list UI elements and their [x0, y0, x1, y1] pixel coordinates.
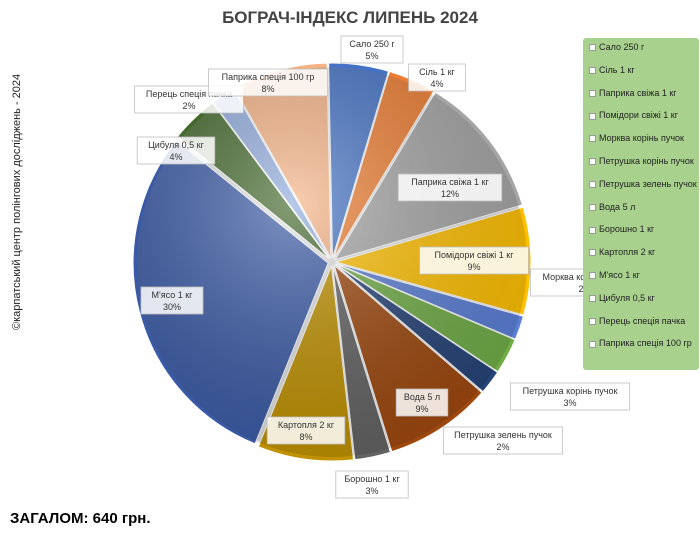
- legend-item: М'ясо 1 кг: [589, 270, 640, 281]
- slice-label: Помідори свіжі 1 кг 9%: [419, 246, 529, 275]
- slice-label: М'ясо 1 кг 30%: [140, 286, 204, 315]
- legend-marker: [589, 272, 596, 280]
- slice-label-name: Борошно 1 кг: [344, 474, 400, 484]
- legend-item: Помідори свіжі 1 кг: [589, 110, 678, 121]
- legend-marker: [589, 249, 596, 257]
- legend-marker: [589, 340, 596, 348]
- slice-label-value: 8%: [299, 432, 312, 442]
- slice-label-box: [408, 63, 466, 92]
- slice-label-value: 5%: [365, 51, 378, 61]
- slice-label-value: 2%: [496, 442, 509, 452]
- slice-label-box: [266, 416, 346, 445]
- chart-legend: Сало 250 г Сіль 1 кг Паприка свіжа 1 кг Пом…: [583, 38, 699, 370]
- slice-label-name: Сало 250 г: [349, 39, 395, 49]
- legend-marker: [589, 203, 596, 211]
- slice-label-value: 4%: [430, 79, 443, 89]
- legend-item: Петрушка зелень пучок: [589, 179, 697, 190]
- slice-label-value: 2%: [182, 101, 195, 111]
- slice-label-box: [335, 470, 409, 499]
- slice-label: Цибуля 0,5 кг 4%: [136, 136, 216, 165]
- legend-marker: [589, 294, 596, 302]
- legend-label: Перець спеція пачка: [599, 315, 686, 326]
- slice-label-box: [140, 286, 204, 315]
- legend-label: Сало 250 г: [599, 42, 645, 52]
- legend-item: Картопля 2 кг: [589, 247, 655, 258]
- legend-label: Паприка спеція 100 гр: [599, 338, 692, 349]
- slice-label-name: Картопля 2 кг: [278, 420, 335, 430]
- slice-label-name: Паприка спеція 100 гр: [222, 72, 315, 82]
- legend-label: Помідори свіжі 1 кг: [599, 110, 678, 121]
- slice-label-name: Вода 5 л: [404, 392, 440, 402]
- legend-marker: [589, 226, 596, 234]
- slice-label: Петрушка корінь пучок 3%: [509, 382, 630, 411]
- slice-label-box: [340, 35, 404, 64]
- legend-item: Борошно 1 кг: [589, 224, 654, 235]
- slice-label-name: Петрушка зелень пучок: [454, 430, 552, 440]
- total-text: ЗАГАЛОМ: 640 грн.: [10, 510, 151, 527]
- legend-label: Сіль 1 кг: [599, 64, 635, 75]
- slice-label-value: 9%: [415, 404, 428, 414]
- slice-label-box: [509, 382, 630, 411]
- slice-label-box: [419, 246, 529, 275]
- legend-item: Паприка спеція 100 гр: [589, 338, 692, 349]
- legend-marker: [589, 44, 596, 52]
- legend-item: Морква корінь пучок: [589, 133, 684, 144]
- slice-label-box: [397, 173, 503, 202]
- legend-marker: [589, 135, 596, 143]
- slice-label-name: Цибуля 0,5 кг: [148, 140, 205, 150]
- legend-label: М'ясо 1 кг: [599, 270, 640, 280]
- legend-label: Петрушка зелень пучок: [599, 178, 697, 189]
- slice-label: Сало 250 г 5%: [340, 35, 404, 64]
- legend-marker: [589, 317, 596, 325]
- slice-labels: Сало 250 г 5% Сіль 1 кг 4% Паприка свіжа 1 к…: [134, 35, 640, 499]
- slice-label-box: [207, 68, 328, 97]
- legend-marker: [589, 89, 596, 97]
- slice-label-box: [395, 388, 449, 417]
- legend-marker: [589, 66, 596, 74]
- legend-item: Цибуля 0,5 кг: [589, 293, 655, 304]
- slice-label-value: 12%: [441, 189, 459, 199]
- slice-label-value: 9%: [467, 262, 480, 272]
- slice-label-name: Сіль 1 кг: [419, 67, 455, 77]
- legend-label: Морква корінь пучок: [599, 133, 684, 144]
- legend-item: Вода 5 л: [589, 202, 635, 213]
- legend-label: Паприка свіжа 1 кг: [599, 87, 677, 98]
- legend-item: Петрушка корінь пучок: [589, 156, 694, 167]
- slice-label: Картопля 2 кг 8%: [266, 416, 346, 445]
- slice-label-value: 30%: [163, 302, 181, 312]
- slice-label-name: Петрушка корінь пучок: [523, 386, 618, 396]
- slice-label-value: 3%: [563, 398, 576, 408]
- slice-label-name: Паприка свіжа 1 кг: [411, 177, 489, 187]
- slice-label-name: Помідори свіжі 1 кг: [435, 250, 515, 260]
- slice-label-box: [442, 426, 563, 455]
- slice-label: Паприка спеція 100 гр 8%: [207, 68, 328, 97]
- legend-item: Паприка свіжа 1 кг: [589, 88, 677, 99]
- legend-item: Сало 250 г: [589, 42, 644, 53]
- slice-label-name: М'ясо 1 кг: [152, 290, 194, 300]
- slice-label: Сіль 1 кг 4%: [408, 63, 466, 92]
- legend-item: Перець спеція пачка: [589, 316, 685, 327]
- legend-label: Картопля 2 кг: [599, 247, 656, 258]
- legend-label: Борошно 1 кг: [599, 224, 655, 235]
- legend-label: Вода 5 л: [599, 201, 636, 212]
- legend-marker: [589, 180, 596, 188]
- legend-marker: [589, 158, 596, 166]
- slice-label: Паприка свіжа 1 кг 12%: [397, 173, 503, 202]
- slice-label: Борошно 1 кг 3%: [335, 470, 409, 499]
- slice-label-value: 4%: [169, 152, 182, 162]
- slice-label-name: Перець спеція пачка: [146, 89, 232, 99]
- chart-title: БОГРАЧ-ІНДЕКС ЛИПЕНЬ 2024: [222, 8, 478, 27]
- legend-label: Петрушка корінь пучок: [599, 156, 694, 166]
- slice-label-value: 3%: [365, 486, 378, 496]
- legend-marker: [589, 112, 596, 120]
- slice-label: Петрушка зелень пучок 2%: [442, 426, 563, 455]
- slice-label-value: 8%: [261, 84, 274, 94]
- slice-label-box: [136, 136, 216, 165]
- legend-label: Цибуля 0,5 кг: [599, 292, 655, 303]
- slice-label: Вода 5 л 9%: [395, 388, 449, 417]
- legend-item: Сіль 1 кг: [589, 65, 635, 76]
